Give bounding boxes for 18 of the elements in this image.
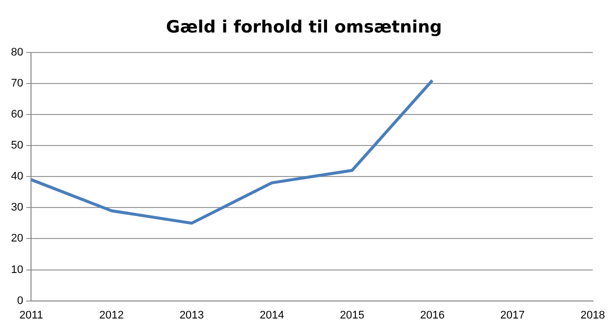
- y-tick-label: 60: [10, 108, 24, 121]
- x-tick-label: 2014: [260, 309, 284, 322]
- x-tick-label: 2015: [340, 309, 364, 322]
- y-tick-label: 10: [10, 264, 24, 276]
- y-tick-label: 30: [10, 202, 24, 214]
- y-tick-label: 70: [10, 77, 24, 90]
- x-tick-label: 2012: [99, 309, 124, 322]
- y-tick-label: 20: [10, 232, 24, 245]
- y-tick-label: 50: [10, 140, 24, 152]
- x-tick-label: 2018: [580, 309, 606, 322]
- chart-title: Gæld i forhold til omsætning: [166, 18, 442, 38]
- y-tick-label: 80: [10, 46, 24, 58]
- y-tick-label: 0: [17, 294, 24, 307]
- x-tick-label: 2017: [500, 309, 525, 322]
- x-tick-label: 2016: [420, 309, 445, 322]
- y-tick-label: 40: [10, 170, 24, 183]
- x-tick-label: 2013: [179, 309, 204, 322]
- x-tick-label: 2011: [19, 309, 44, 322]
